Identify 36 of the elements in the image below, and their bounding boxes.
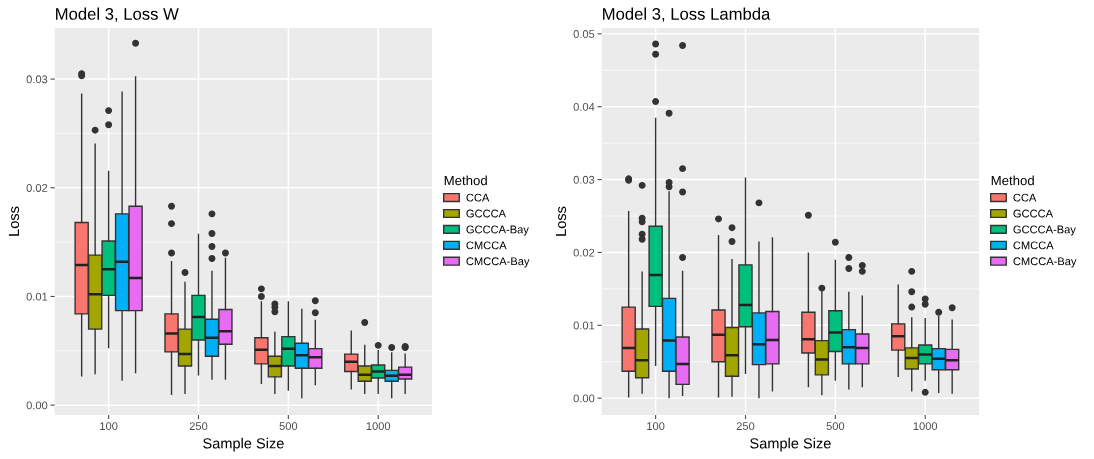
y-tick-label: 0.01 <box>573 321 595 330</box>
x-tick-label: 1000 <box>366 422 391 431</box>
legend-label: CMCCA <box>466 241 507 250</box>
legend-title: Method <box>991 175 1034 186</box>
x-axis-title: Sample Size <box>203 437 284 452</box>
legend-label: CCA <box>466 193 490 202</box>
legend-label: GCCCA-Bay <box>466 225 529 236</box>
legend-label: CMCCA <box>1013 241 1054 250</box>
y-tick-label: 0.00 <box>573 394 595 403</box>
chart-title: Model 3, Loss W <box>56 7 179 22</box>
y-tick-label: 0.02 <box>26 184 48 192</box>
x-tick-label: 100 <box>100 422 118 431</box>
x-axis-title: Sample Size <box>750 437 831 452</box>
y-tick-label: 0.02 <box>573 248 595 257</box>
legend-label: GCCCA <box>466 209 507 218</box>
y-tick-label: 0.05 <box>573 30 595 38</box>
legend-label: CMCCA-Bay <box>466 257 530 268</box>
x-tick-label: 100 <box>647 422 665 431</box>
legend-title: Method <box>444 175 487 186</box>
y-axis-title: Loss <box>555 206 567 236</box>
x-tick-label: 250 <box>736 422 755 431</box>
x-tick-label: 1000 <box>913 422 938 431</box>
y-tick-label: 0.01 <box>26 292 48 301</box>
y-tick-label: 0.04 <box>573 102 595 111</box>
legend-label: CMCCA-Bay <box>1013 257 1077 268</box>
x-tick-label: 250 <box>189 422 208 431</box>
chart-title: Model 3, Loss Lambda <box>603 7 771 22</box>
legend-label: GCCCA-Bay <box>1013 225 1076 236</box>
x-tick-label: 500 <box>826 422 845 431</box>
legend-label: CCA <box>1013 193 1037 202</box>
y-tick-label: 0.00 <box>26 401 48 410</box>
y-axis-title: Loss <box>8 206 20 236</box>
x-tick-label: 500 <box>279 422 298 431</box>
legend-label: GCCCA <box>1013 209 1054 218</box>
y-tick-label: 0.03 <box>573 175 595 184</box>
y-tick-label: 0.03 <box>26 75 48 84</box>
